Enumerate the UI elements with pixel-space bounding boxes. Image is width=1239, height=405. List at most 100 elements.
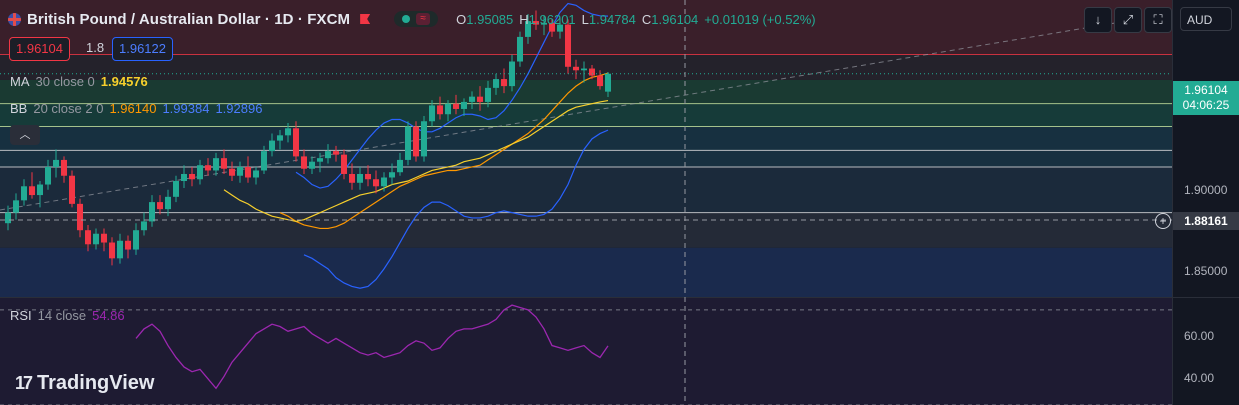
candle-body (589, 68, 595, 76)
candle-body (277, 135, 283, 141)
candle-body (109, 242, 115, 259)
candle-body (261, 151, 267, 171)
candle-body (69, 175, 75, 204)
candle-body (197, 165, 203, 180)
zone-band (0, 212, 1172, 248)
candle-body (365, 173, 371, 180)
candle-body (45, 166, 51, 185)
candle-body (253, 170, 259, 178)
candle-body (549, 22, 555, 32)
currency-select[interactable]: AUD (1180, 7, 1232, 31)
sell-price-box[interactable]: 1.96104 (9, 37, 70, 61)
candle-body (477, 96, 483, 102)
candle-body (517, 36, 523, 62)
candle-body (437, 105, 443, 115)
candle-body (285, 128, 291, 136)
flag-marker-icon[interactable] (360, 14, 371, 24)
candle-body (157, 202, 163, 210)
candle-body (141, 221, 147, 231)
tradingview-logo-icon: 17 (15, 373, 33, 393)
bar-countdown: 04:06:25 (1182, 98, 1230, 112)
candle-body (213, 158, 219, 171)
candle-body (533, 21, 539, 25)
rsi-tick-label: 60.00 (1184, 329, 1215, 343)
candle-body (485, 87, 491, 102)
zone-band (0, 166, 1172, 213)
expand-icon[interactable]: ⤢ (1114, 7, 1142, 33)
zone-band (0, 247, 1172, 297)
price-tick-label: 1.90000 (1184, 183, 1228, 197)
candle-body (37, 184, 43, 196)
collapse-legend-button[interactable]: ︿ (10, 125, 40, 145)
candle-body (85, 230, 91, 245)
candle-body (317, 158, 323, 162)
candle-body (405, 126, 411, 160)
rsi-pane (0, 298, 1172, 405)
bb-legend[interactable]: BB 20 close 2 0 1.96140 1.99384 1.92896 (10, 101, 263, 116)
candle-body (125, 240, 131, 250)
bb-lower-value: 1.92896 (215, 101, 263, 116)
candle-body (53, 159, 59, 167)
signal-wave-icon: ≈ (416, 13, 431, 25)
rsi-line (135, 304, 609, 390)
candle-body (445, 103, 451, 115)
zone-band (0, 79, 1172, 104)
candle-body (381, 177, 387, 187)
add-alert-plus-icon[interactable]: + (1155, 213, 1171, 229)
candle-body (77, 203, 83, 231)
market-open-icon (402, 15, 411, 23)
candle-body (341, 154, 347, 174)
candle-body (397, 159, 403, 173)
candle-body (189, 173, 195, 180)
candle-body (469, 96, 475, 102)
ma-value: 1.94576 (100, 74, 148, 89)
candle-body (149, 202, 155, 222)
rsi-legend[interactable]: RSI 14 close 54.86 (10, 308, 125, 323)
candle-body (421, 121, 427, 157)
candle-body (373, 179, 379, 187)
candle-body (229, 168, 235, 176)
bb-upper-value: 1.99384 (162, 101, 210, 116)
candle-body (413, 126, 419, 157)
candle-body (173, 181, 179, 197)
symbol-title[interactable]: British Pound / Australian Dollar · 1D ·… (27, 10, 351, 28)
candle-body (349, 173, 355, 183)
ma-legend[interactable]: MA 30 close 0 1.94576 (10, 74, 148, 89)
crosshair-price-label: 1.88161 (1173, 212, 1239, 230)
buy-price-box[interactable]: 1.96122 (112, 37, 173, 61)
market-status-pill[interactable]: ≈ (394, 11, 439, 27)
candle-body (205, 165, 211, 171)
rsi-value: 54.86 (92, 308, 125, 323)
bb-lower-line (303, 129, 609, 289)
candle-body (565, 24, 571, 67)
tradingview-logo[interactable]: 17 TradingView (15, 372, 155, 394)
candle-body (461, 101, 467, 109)
candle-body (389, 172, 395, 178)
change-value: +0.01019 (+0.52%) (704, 11, 816, 27)
candle-body (61, 159, 67, 176)
ohlc-readout: O1.95085 H1.96201 L1.94784 C1.96104 +0.0… (456, 11, 816, 27)
candle-body (301, 156, 307, 169)
candle-body (93, 233, 99, 245)
candle-body (13, 200, 19, 213)
candle-body (581, 68, 587, 71)
arrow-down-icon[interactable]: ↓ (1084, 7, 1112, 33)
candle-body (605, 73, 611, 92)
candle-body (557, 24, 563, 32)
rsi-tick-label: 40.00 (1184, 371, 1215, 385)
bb-upper-line (295, 2, 609, 189)
candle-body (325, 151, 331, 159)
spread-value: 1.8 (86, 40, 105, 55)
candle-body (453, 103, 459, 109)
candle-body (573, 66, 579, 71)
candle-body (237, 166, 243, 176)
fullscreen-icon[interactable]: ⛶ (1144, 7, 1172, 33)
candle-body (309, 161, 315, 169)
price-tick-label: 1.85000 (1184, 264, 1228, 278)
zone-band (0, 103, 1172, 127)
candle-body (501, 79, 507, 87)
candle-body (133, 230, 139, 250)
candle-body (357, 173, 363, 183)
last-price-label: 1.96104 04:06:25 (1173, 81, 1239, 115)
